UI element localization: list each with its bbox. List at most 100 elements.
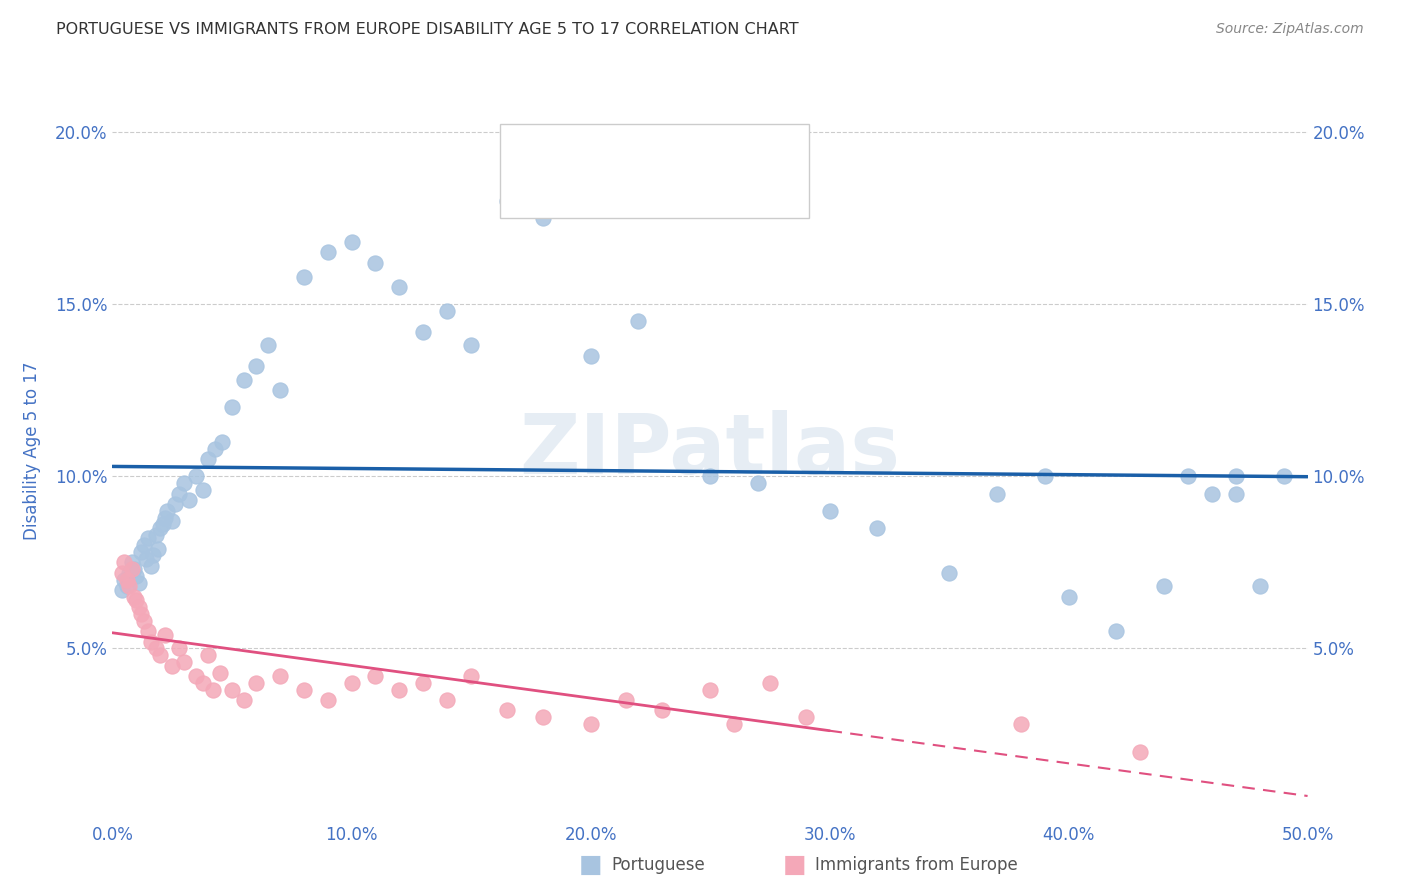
Point: [257, 338, 280, 352]
Point: [460, 669, 482, 683]
Point: [129, 607, 152, 621]
Text: PORTUGUESE VS IMMIGRANTS FROM EUROPE DISABILITY AGE 5 TO 17 CORRELATION CHART: PORTUGUESE VS IMMIGRANTS FROM EUROPE DIS…: [56, 22, 799, 37]
Point: [460, 338, 482, 352]
Point: [651, 703, 673, 717]
Point: [316, 245, 339, 260]
Point: [1010, 717, 1032, 731]
Bar: [520, 178, 548, 202]
Point: [121, 555, 143, 569]
Point: [616, 693, 638, 707]
Point: [193, 676, 215, 690]
Point: [118, 579, 141, 593]
Point: [388, 682, 411, 697]
Point: [269, 383, 291, 397]
Text: Source: ZipAtlas.com: Source: ZipAtlas.com: [1216, 22, 1364, 37]
Point: [436, 693, 458, 707]
Point: [128, 576, 150, 591]
Point: [193, 483, 215, 497]
Point: [153, 510, 176, 524]
Point: [579, 349, 602, 363]
Point: [1225, 469, 1247, 483]
Point: [173, 655, 195, 669]
Point: [245, 676, 267, 690]
Point: [125, 569, 148, 583]
Point: [1272, 469, 1295, 483]
Point: [132, 614, 155, 628]
Point: [699, 682, 721, 697]
Text: Immigrants from Europe: Immigrants from Europe: [815, 856, 1018, 874]
Point: [156, 504, 179, 518]
Text: ZIPatlas: ZIPatlas: [520, 410, 900, 491]
Point: [1057, 590, 1080, 604]
Point: [269, 669, 291, 683]
Point: [177, 493, 200, 508]
Point: [531, 710, 554, 724]
Point: [122, 562, 145, 576]
Point: [153, 628, 176, 642]
Point: [186, 469, 208, 483]
Point: [162, 658, 183, 673]
Point: [145, 528, 167, 542]
Point: [1201, 486, 1223, 500]
Point: [627, 314, 650, 328]
Point: [1129, 745, 1152, 759]
Point: [114, 573, 135, 587]
Point: [149, 521, 172, 535]
Point: [292, 269, 315, 284]
Point: [818, 504, 841, 518]
Y-axis label: Disability Age 5 to 17: Disability Age 5 to 17: [24, 361, 41, 540]
Point: [496, 703, 519, 717]
Point: [364, 669, 387, 683]
Point: [245, 359, 267, 373]
Point: [209, 665, 232, 680]
Point: [579, 717, 602, 731]
Point: [145, 641, 167, 656]
Point: [292, 682, 315, 697]
Point: [211, 434, 233, 449]
Point: [111, 566, 134, 580]
Point: [747, 476, 769, 491]
Text: Portuguese: Portuguese: [612, 856, 706, 874]
Point: [1153, 579, 1175, 593]
Point: [197, 648, 219, 663]
Point: [1177, 469, 1199, 483]
Point: [204, 442, 226, 456]
Point: [139, 558, 162, 573]
Point: [128, 600, 150, 615]
Point: [412, 325, 434, 339]
Point: [197, 452, 219, 467]
Point: [388, 280, 411, 294]
Point: [866, 521, 889, 535]
Point: [121, 562, 143, 576]
Point: [986, 486, 1008, 500]
Point: [111, 582, 134, 597]
Point: [233, 373, 256, 387]
Text: R =   0.217   N = 63: R = 0.217 N = 63: [557, 144, 738, 162]
Point: [138, 531, 160, 545]
Point: [173, 476, 195, 491]
Point: [115, 579, 138, 593]
Point: [1249, 579, 1271, 593]
Point: [316, 693, 339, 707]
Point: [132, 538, 155, 552]
Point: [146, 541, 169, 556]
Point: [162, 514, 183, 528]
Point: [436, 304, 458, 318]
Point: [169, 486, 191, 500]
Point: [201, 682, 224, 697]
Point: [114, 555, 135, 569]
Point: [138, 624, 160, 639]
Point: [412, 676, 434, 690]
Point: [118, 566, 141, 580]
Point: [340, 235, 363, 249]
Point: [221, 682, 243, 697]
Point: [129, 545, 152, 559]
Point: [149, 648, 172, 663]
Point: [139, 634, 162, 648]
Text: ■: ■: [579, 854, 602, 877]
Text: ■: ■: [783, 854, 806, 877]
Point: [1105, 624, 1128, 639]
Point: [115, 573, 138, 587]
Point: [794, 710, 817, 724]
Point: [125, 593, 148, 607]
